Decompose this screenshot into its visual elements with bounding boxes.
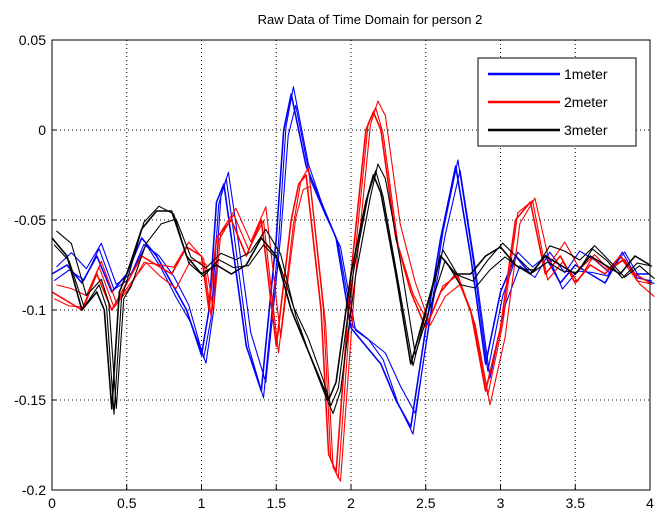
legend-label-3meter: 3meter <box>564 122 608 138</box>
y-tick-label-5: -0.2 <box>22 482 46 498</box>
axes <box>51 39 651 491</box>
x-tick-label-2: 1 <box>198 495 206 511</box>
series-line-3meter-trace-2 <box>56 163 655 414</box>
y-tick-label-4: -0.15 <box>14 392 46 408</box>
legend-label-1meter: 1meter <box>564 66 608 82</box>
legend: 1meter 2meter 3meter <box>477 57 637 147</box>
x-tick-label-0: 0 <box>48 495 56 511</box>
x-tick-label-8: 4 <box>646 495 654 511</box>
y-tick-label-2: -0.05 <box>14 212 46 228</box>
series-line-3meter-trace-1 <box>53 170 653 415</box>
series-line-2meter-trace-2 <box>56 100 655 482</box>
x-tick-label-5: 2.5 <box>416 495 436 511</box>
y-tick-label-3: -0.1 <box>22 302 46 318</box>
y-tick-label-0: 0.05 <box>19 32 46 48</box>
x-tick-label-1: 0.5 <box>117 495 137 511</box>
x-tick-label-4: 2 <box>347 495 355 511</box>
x-tick-label-6: 3 <box>497 495 505 511</box>
x-tick-label-3: 1.5 <box>267 495 287 511</box>
chart-title: Raw Data of Time Domain for person 2 <box>258 12 483 27</box>
y-tick-label-1: 0 <box>38 122 46 138</box>
series-line-2meter-trace-1 <box>53 107 653 479</box>
tick-labels: 0 0.5 1 1.5 2 2.5 3 3.5 4 0.05 0 -0.05 -0.1 -0.15 -0.2 <box>14 32 654 511</box>
x-tick-label-7: 3.5 <box>566 495 586 511</box>
legend-label-2meter: 2meter <box>564 94 608 110</box>
plot-series-group <box>51 86 655 482</box>
